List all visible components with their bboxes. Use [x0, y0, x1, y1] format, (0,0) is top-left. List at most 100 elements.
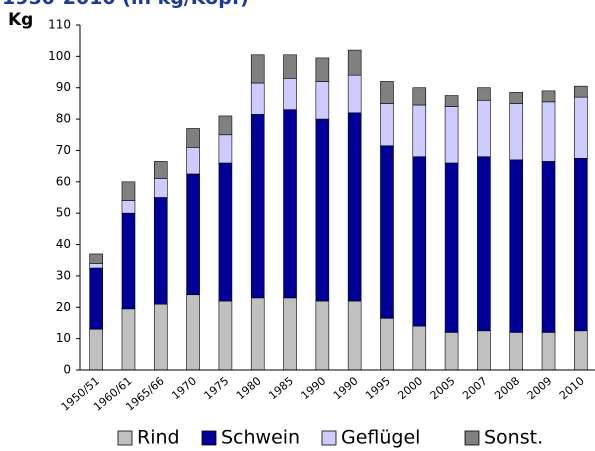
bar-segment: [315, 118, 330, 302]
y-tick-label: 40: [56, 237, 71, 251]
y-axis-label: Kg: [8, 10, 33, 30]
bar-segment: [412, 87, 427, 106]
legend-swatch: [201, 430, 217, 446]
bar-segment: [121, 308, 136, 371]
x-tick-label: 2000: [395, 374, 425, 402]
bar-segment: [89, 267, 103, 330]
y-tick-label: 50: [56, 206, 71, 220]
bar-segment: [347, 49, 362, 76]
bar-segment: [250, 114, 265, 299]
x-tick-label: 2008: [492, 374, 522, 402]
bar-segment: [153, 197, 168, 305]
bar-segment: [574, 330, 588, 371]
bar-segment: [412, 104, 427, 158]
bar-segment: [89, 328, 103, 371]
bar-segment: [380, 81, 394, 104]
bar-segment: [380, 317, 394, 371]
y-tick-label: 100: [48, 49, 71, 63]
bar-segment: [574, 85, 588, 98]
x-tick-label: 2009: [525, 374, 555, 402]
bar-segment: [218, 162, 233, 302]
x-tick-label: 1970: [169, 374, 199, 402]
bar-segment: [153, 161, 168, 179]
x-tick-label: 1995: [363, 374, 393, 402]
y-tick-label: 90: [56, 80, 71, 94]
bar-segment: [574, 157, 588, 332]
y-tick-label: 70: [56, 143, 71, 157]
bar-segment: [121, 181, 136, 201]
bar-segment: [186, 294, 200, 371]
bar-segment: [477, 87, 491, 101]
bar-segment: [541, 101, 556, 162]
y-tick-label: 80: [56, 112, 71, 126]
bar-segment: [153, 303, 168, 371]
bar-segment: [509, 332, 524, 371]
bar-segment: [315, 57, 330, 82]
bar-segment: [412, 325, 427, 371]
y-tick-label: 110: [48, 18, 71, 32]
x-tick-label: 1975: [202, 374, 232, 402]
bar-segment: [283, 78, 297, 110]
bar-segment: [509, 159, 524, 333]
y-tick-label: 60: [56, 174, 71, 188]
bar-segment: [186, 128, 200, 148]
bar-segment: [218, 115, 233, 136]
bar-segment: [89, 253, 103, 264]
bar-segment: [121, 212, 136, 310]
bar-segment: [380, 145, 394, 319]
y-tick-label: 30: [56, 268, 71, 282]
y-tick-label: 10: [56, 331, 71, 345]
bar-segment: [412, 156, 427, 327]
bar-segment: [283, 297, 297, 371]
bar-segment: [250, 82, 265, 115]
bar-segment: [283, 54, 297, 79]
bar-segment: [250, 54, 265, 84]
bar-segment: [315, 81, 330, 120]
y-tick-label: 0: [63, 363, 71, 377]
bar-segment: [541, 90, 556, 103]
bar-segment: [541, 161, 556, 333]
bar-segment: [186, 173, 200, 296]
bar-segment: [444, 332, 459, 371]
x-tick-label: 1985: [266, 374, 296, 402]
legend-swatch: [464, 430, 480, 446]
bar-segment: [477, 156, 491, 332]
bar-segment: [444, 162, 459, 333]
bar-segment: [315, 300, 330, 371]
bar-segment: [283, 109, 297, 299]
bar-segment: [380, 103, 394, 147]
bar-segment: [574, 96, 588, 159]
bar-segment: [347, 74, 362, 114]
x-tick-label: 2007: [460, 374, 490, 402]
x-tick-label: 2005: [428, 374, 458, 402]
chart-title: 1950-2010 (in kg/Kopf): [2, 0, 249, 9]
x-tick-label: 2010: [557, 374, 587, 402]
bar-segment: [477, 99, 491, 158]
legend-swatch: [321, 430, 337, 446]
x-tick-label: 1980: [234, 374, 264, 402]
legend-label: Schwein: [221, 427, 300, 449]
bar-segment: [250, 297, 265, 371]
bar-segment: [509, 92, 524, 104]
x-tick-label: 1990: [331, 374, 361, 402]
bar-segment: [444, 95, 459, 107]
legend-label: Geflügel: [341, 427, 420, 449]
bar-segment: [347, 112, 362, 302]
bar-segment: [89, 263, 103, 269]
legend-label: Sonst.: [484, 427, 543, 449]
bar-segment: [186, 147, 200, 175]
bar-segment: [153, 178, 168, 198]
legend-swatch: [117, 430, 133, 446]
y-tick-label: 20: [56, 300, 71, 314]
bar-segment: [218, 134, 233, 164]
bar-segment: [347, 300, 362, 371]
bar-segment: [218, 300, 233, 371]
x-tick-label: 1990: [298, 374, 328, 402]
bar-segment: [121, 200, 136, 214]
legend-label: Rind: [137, 427, 180, 449]
bar-segment: [444, 106, 459, 164]
bar-segment: [509, 103, 524, 161]
bar-segment: [477, 330, 491, 371]
bar-segment: [541, 332, 556, 371]
